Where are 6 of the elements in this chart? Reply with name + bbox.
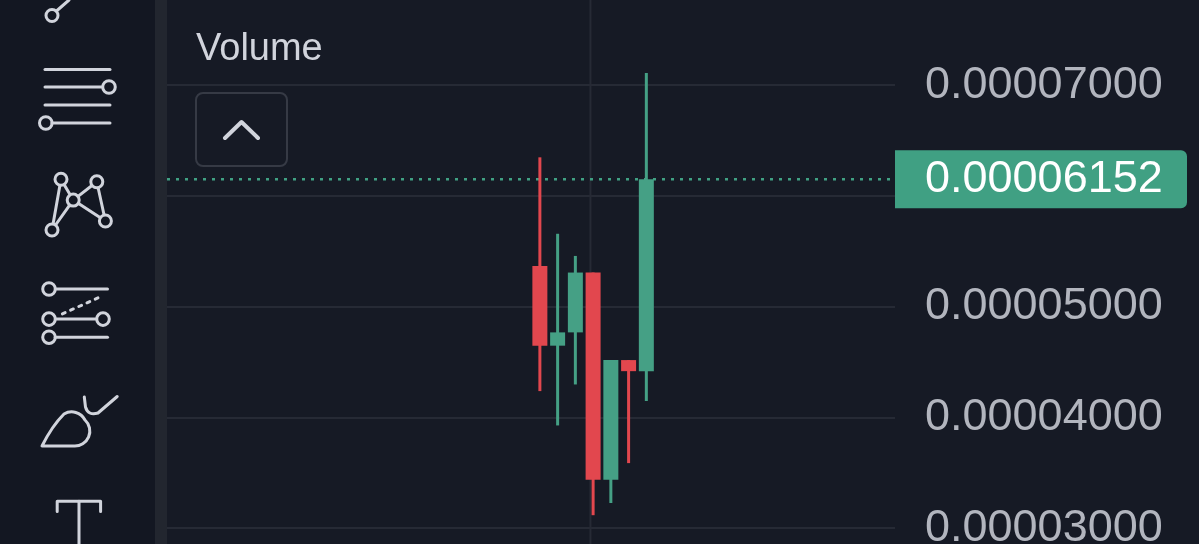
annotation: Volume	[196, 26, 323, 68]
y-tick-label: 0.00007000	[925, 56, 1163, 108]
y-tick-label: 0.00005000	[925, 278, 1163, 330]
ref-line-label: 0.00006152	[925, 150, 1163, 202]
y-tick-label: 0.00003000	[925, 499, 1163, 544]
y-tick-label: 0.00004000	[925, 389, 1163, 441]
